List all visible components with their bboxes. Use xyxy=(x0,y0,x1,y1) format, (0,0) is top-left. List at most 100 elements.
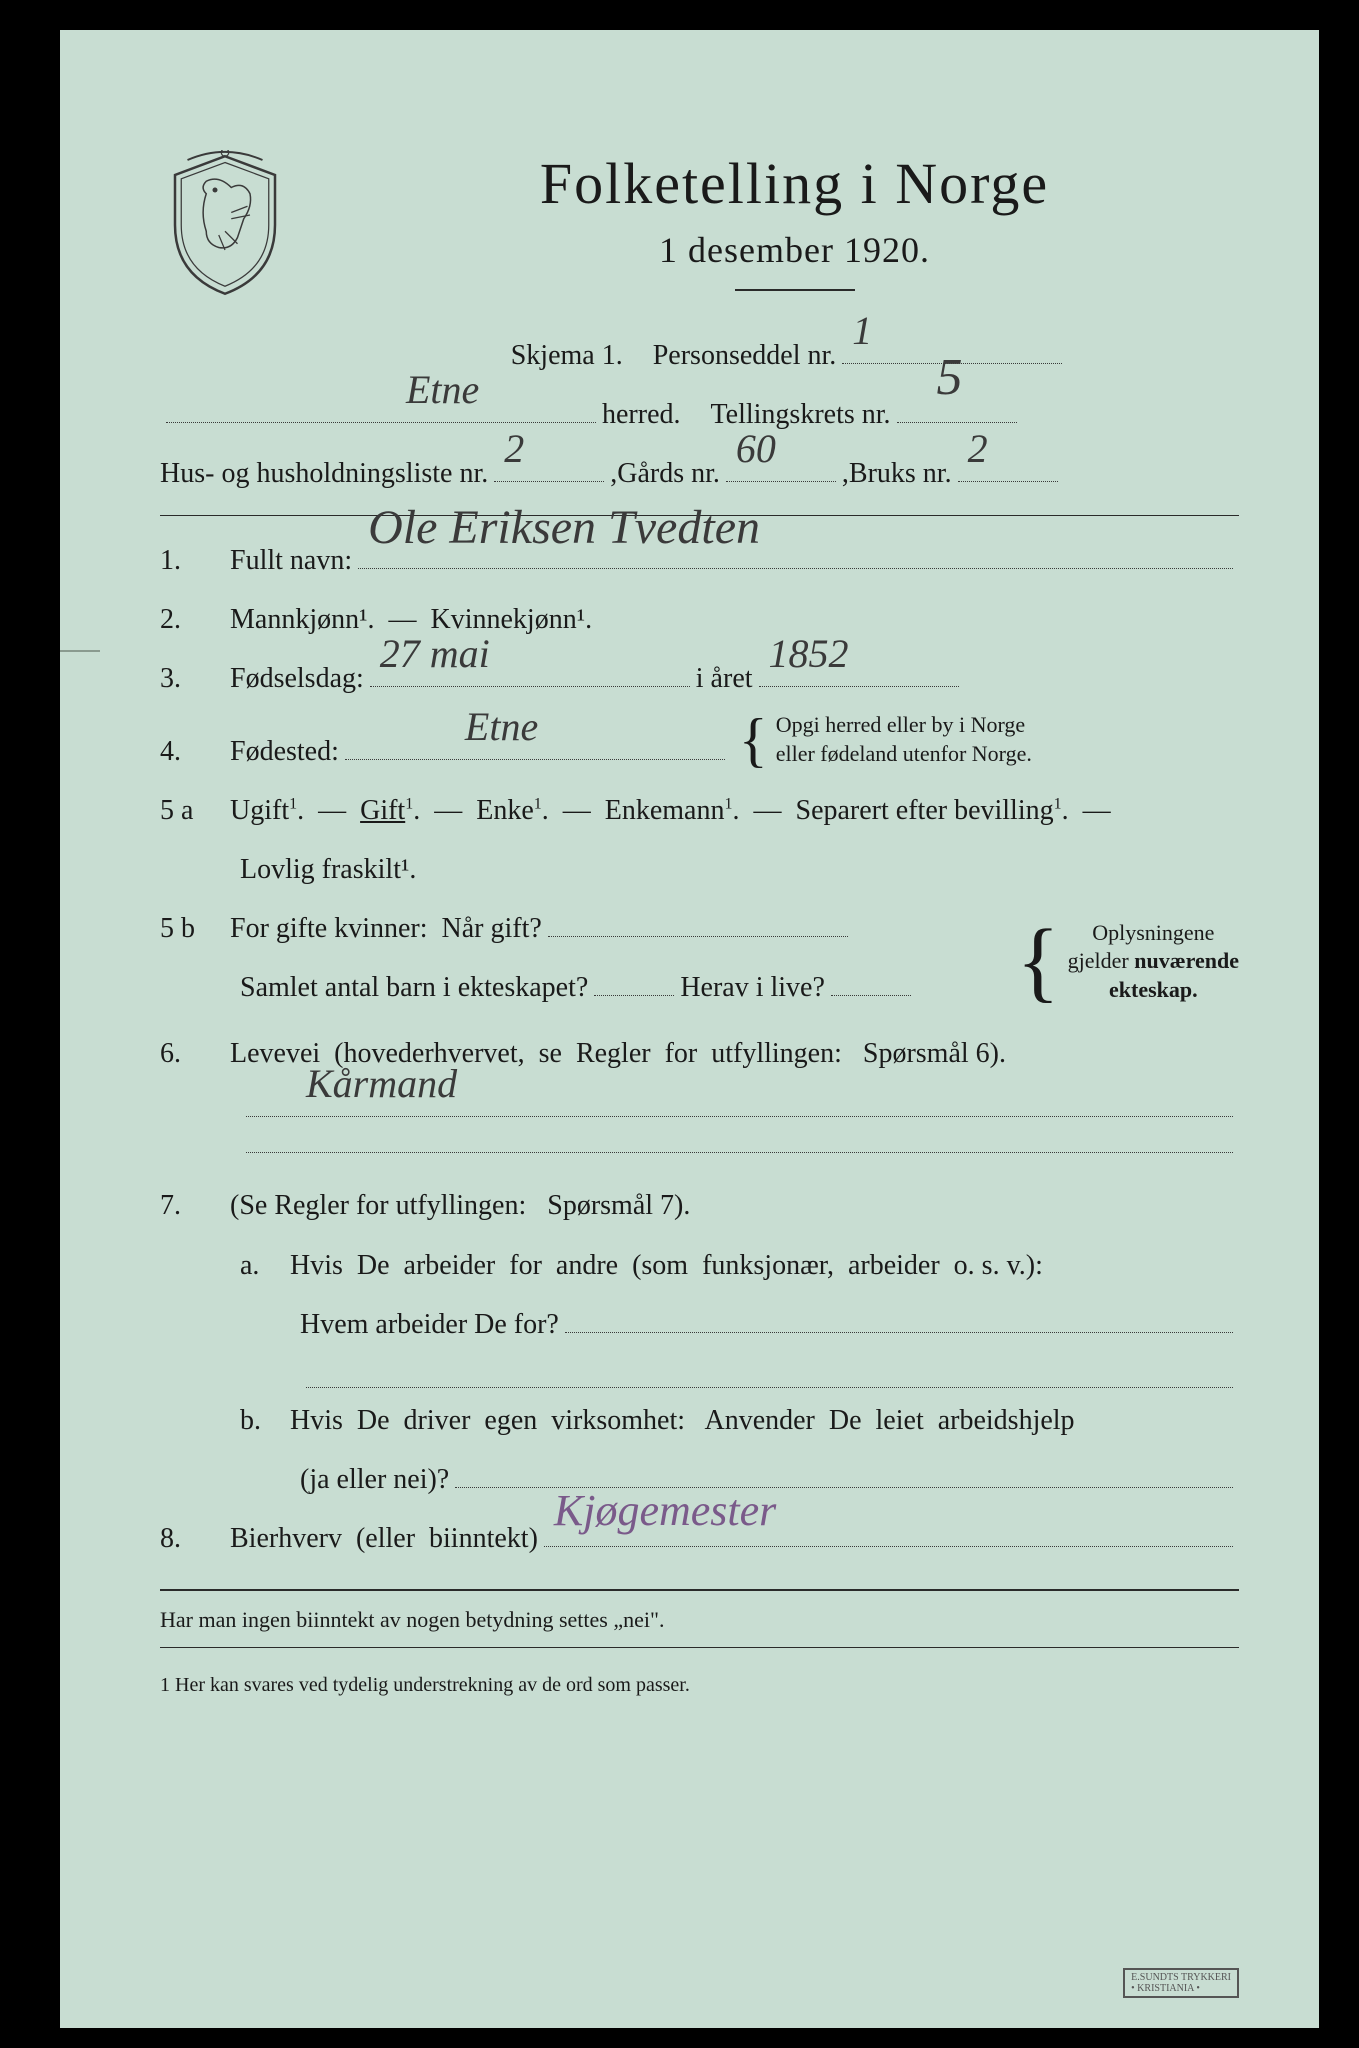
q7b-num: b. xyxy=(240,1394,290,1447)
q5b-note: Oplysningene gjelder nuværende ekteskap. xyxy=(1068,919,1239,1005)
q6-num: 6. xyxy=(160,1027,230,1080)
q7a-text1: Hvis De arbeider for andre (som funksjon… xyxy=(290,1239,1043,1292)
q2-num: 2. xyxy=(160,593,230,646)
q1-value: Ole Eriksen Tvedten xyxy=(368,482,760,573)
q7-num: 7. xyxy=(160,1179,230,1232)
q5b-field3 xyxy=(831,966,911,997)
q7a-field2 xyxy=(306,1357,1233,1388)
q6-field2 xyxy=(246,1123,1233,1154)
census-form: Folketelling i Norge 1 desember 1920. Sk… xyxy=(60,30,1319,2028)
q4-line: 4. Fødested: Etne { Opgi herred eller by… xyxy=(160,711,1239,778)
herred-line: Etne herred. Tellingskrets nr. 5 xyxy=(160,388,1239,441)
q7b-line1: b. Hvis De driver egen virksomhet: Anven… xyxy=(160,1394,1239,1447)
q7b-text1: Hvis De driver egen virksomhet: Anvender… xyxy=(290,1394,1075,1447)
q5a-text2: Lovlig fraskilt¹. xyxy=(240,843,416,896)
q7a-num: a. xyxy=(240,1239,290,1292)
footnote: 1 Her kan svares ved tydelig understrekn… xyxy=(160,1666,1239,1704)
q3-year-value: 1852 xyxy=(769,616,849,692)
schema-prefix: Skjema 1. xyxy=(511,329,623,382)
q5b-block: 5 b For gifte kvinner: Når gift? Samlet … xyxy=(160,902,1239,1020)
q4-note-block: { Opgi herred eller by i Norge eller fød… xyxy=(731,711,1032,768)
hus-value: 2 xyxy=(504,411,524,487)
krets-field: 5 xyxy=(897,392,1017,423)
hus-field: 2 xyxy=(494,452,604,483)
personseddel-value: 1 xyxy=(852,293,872,369)
q3-day-field: 27 mai xyxy=(370,656,690,687)
q2-line: 2. Mannkjønn¹. — Kvinnekjønn¹. xyxy=(160,593,1239,646)
q1-line: 1. Fullt navn: Ole Eriksen Tvedten xyxy=(160,534,1239,587)
q7a-field xyxy=(565,1302,1233,1333)
q5a-line: 5 a Ugift1. — Gift1. — Enke1. — Enkemann… xyxy=(160,784,1239,837)
q8-label: Bierhverv (eller biinntekt) xyxy=(230,1512,538,1565)
schema-line: Skjema 1. Personseddel nr. 1 xyxy=(160,329,1239,382)
q6-field-line2 xyxy=(160,1123,1239,1154)
q1-num: 1. xyxy=(160,534,230,587)
perforation-edge xyxy=(30,30,60,2018)
q7a-line1: a. Hvis De arbeider for andre (som funks… xyxy=(160,1239,1239,1292)
q4-label: Fødested: xyxy=(230,725,339,778)
brace-icon: { xyxy=(1016,939,1059,984)
q5a-num: 5 a xyxy=(160,784,230,837)
q5b-note3: ekteskap. xyxy=(1109,977,1198,1002)
q8-value: Kjøgemester xyxy=(554,1469,776,1553)
q8-line: 8. Bierhverv (eller biinntekt) Kjøgemest… xyxy=(160,1512,1239,1565)
bruks-label: Bruks nr. xyxy=(849,447,952,500)
title-block: Folketelling i Norge 1 desember 1920. xyxy=(350,150,1239,321)
q7a-line2: Hvem arbeider De for? xyxy=(160,1298,1239,1351)
q4-field: Etne xyxy=(345,729,725,760)
q7a-text2: Hvem arbeider De for? xyxy=(300,1298,559,1351)
q7-line: 7. (Se Regler for utfyllingen: Spørsmål … xyxy=(160,1179,1239,1232)
gards-field: 60 xyxy=(726,452,836,483)
q4-note1: Opgi herred eller by i Norge xyxy=(776,712,1025,737)
q5a-text: Ugift1. — Gift1. — Enke1. — Enkemann1. —… xyxy=(230,784,1111,837)
form-body: Skjema 1. Personseddel nr. 1 Etne herred… xyxy=(160,329,1239,1704)
q4-note: Opgi herred eller by i Norge eller fødel… xyxy=(776,711,1032,768)
main-title: Folketelling i Norge xyxy=(350,150,1239,217)
q3-label: Fødselsdag: xyxy=(230,652,364,705)
coat-of-arms-icon xyxy=(160,150,290,300)
q5a-line2: Lovlig fraskilt¹. xyxy=(160,843,1239,896)
q5b-label3: Herav i live? xyxy=(680,961,825,1014)
personseddel-label: Personseddel nr. xyxy=(653,329,837,382)
header: Folketelling i Norge 1 desember 1920. xyxy=(160,150,1239,321)
bottom-divider xyxy=(160,1647,1239,1648)
q5b-field1 xyxy=(548,906,848,937)
q1-label: Fullt navn: xyxy=(230,534,352,587)
q8-num: 8. xyxy=(160,1512,230,1565)
q5b-note-block: { Oplysningene gjelder nuværende ekteska… xyxy=(1008,919,1239,1005)
q6-value: Kårmand xyxy=(306,1046,457,1122)
q1-field: Ole Eriksen Tvedten xyxy=(358,538,1233,569)
scan-frame: Folketelling i Norge 1 desember 1920. Sk… xyxy=(0,0,1359,2048)
herred-label: herred. xyxy=(602,388,681,441)
q5b-note1: Oplysningene xyxy=(1092,920,1214,945)
q5b-num: 5 b xyxy=(160,902,230,955)
herred-value: Etne xyxy=(406,352,479,428)
q8-field: Kjøgemester xyxy=(544,1516,1233,1547)
q5b-field2 xyxy=(594,966,674,997)
q5b-label1: For gifte kvinner: Når gift? xyxy=(230,902,542,955)
q3-mid: i året xyxy=(696,652,753,705)
herred-field: Etne xyxy=(166,392,596,423)
q6-field-line: Kårmand xyxy=(160,1086,1239,1117)
q4-num: 4. xyxy=(160,725,230,778)
krets-value: 5 xyxy=(937,329,963,428)
q4-value: Etne xyxy=(465,689,538,765)
footer-note: Har man ingen biinntekt av nogen betydni… xyxy=(160,1589,1239,1641)
q3-num: 3. xyxy=(160,652,230,705)
bruks-value: 2 xyxy=(968,411,988,487)
q7-label: (Se Regler for utfyllingen: Spørsmål 7). xyxy=(230,1179,690,1232)
q5b-line2: Samlet antal barn i ekteskapet? Herav i … xyxy=(160,961,1008,1014)
q7b-text2: (ja eller nei)? xyxy=(300,1453,449,1506)
paper-crease xyxy=(60,650,100,652)
brace-icon: { xyxy=(739,725,768,755)
q5b-line1: 5 b For gifte kvinner: Når gift? xyxy=(160,902,1008,955)
q3-line: 3. Fødselsdag: 27 mai i året 1852 xyxy=(160,652,1239,705)
q4-note2: eller fødeland utenfor Norge. xyxy=(776,741,1032,766)
q3-year-field: 1852 xyxy=(759,656,959,687)
q5b-label2: Samlet antal barn i ekteskapet? xyxy=(240,961,588,1014)
title-divider xyxy=(735,289,855,291)
q7a-line3 xyxy=(160,1357,1239,1388)
subtitle: 1 desember 1920. xyxy=(350,229,1239,271)
q3-day-value: 27 mai xyxy=(380,616,490,692)
q6-field: Kårmand xyxy=(246,1086,1233,1117)
